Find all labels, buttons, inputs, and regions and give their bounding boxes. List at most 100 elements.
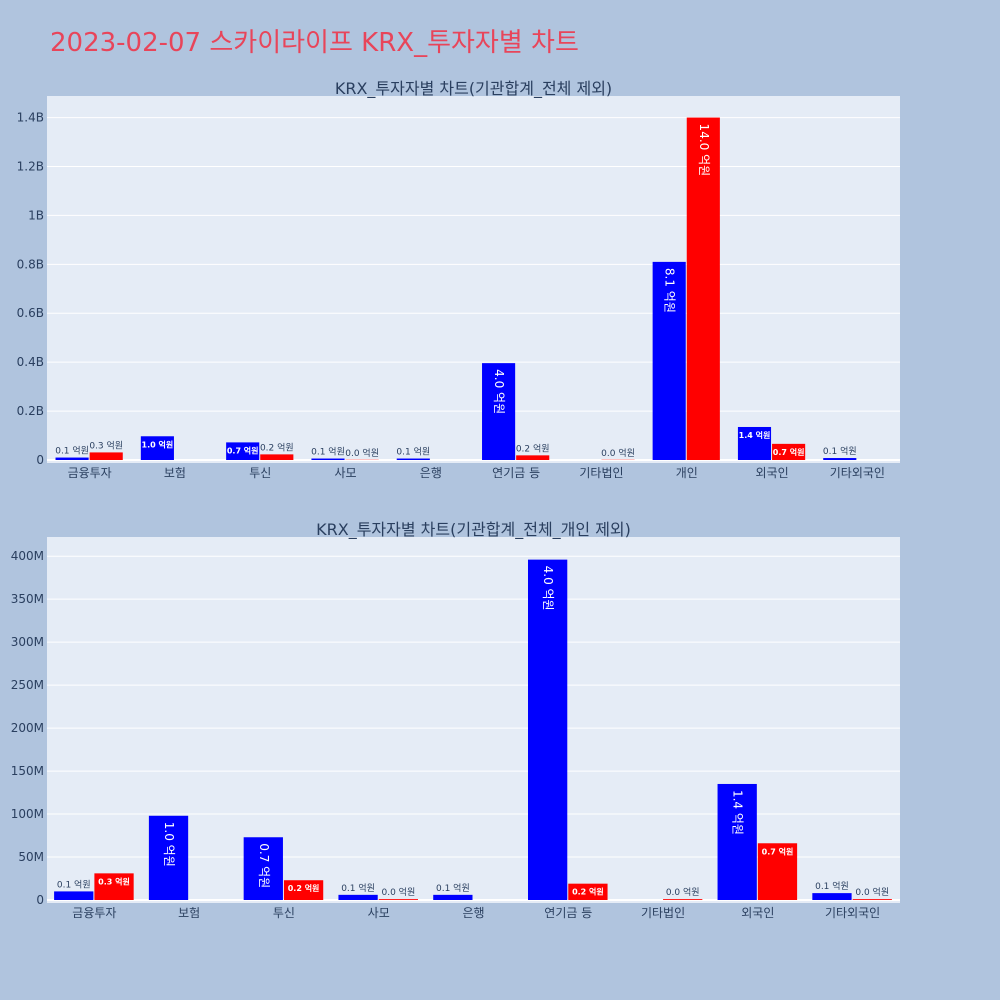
sell-bar <box>378 899 419 900</box>
x-tick-label: 기타외국인 <box>825 906 880 920</box>
bar-value-label: 0.2 억원 <box>572 887 604 897</box>
bar-value-label: 0.2 억원 <box>516 442 550 454</box>
bar-value-label: 0.7 억원 <box>257 843 271 888</box>
sell-bar <box>89 452 123 460</box>
buy-bar <box>737 426 772 460</box>
y-tick-label: 350M <box>11 592 44 606</box>
buy-bar <box>148 815 189 900</box>
sell-bar <box>686 117 720 460</box>
bar-value-label: 1.0 억원 <box>142 439 174 449</box>
y-tick-label: 200M <box>11 721 44 735</box>
buy-bar <box>433 894 473 900</box>
x-tick-label: 개인 <box>676 466 698 480</box>
bar-value-label: 4.0 억원 <box>541 566 555 611</box>
x-tick-label: 사모 <box>335 466 357 480</box>
buy-bar <box>243 837 283 900</box>
bar-value-label: 0.7 억원 <box>227 445 259 455</box>
bar-value-label: 0.0 억원 <box>666 886 700 898</box>
buy-bar <box>226 442 260 460</box>
x-tick-label: 연기금 등 <box>492 466 540 480</box>
buy-bar <box>652 261 686 460</box>
bar-value-label: 0.1 억원 <box>311 446 345 458</box>
buy-bar <box>54 891 94 900</box>
y-tick-label: 1.4B <box>17 111 44 125</box>
y-tick-label: 300M <box>11 635 44 649</box>
x-tick-label: 보험 <box>178 906 200 920</box>
x-tick-label: 외국인 <box>755 466 788 480</box>
bar-value-label: 4.0 억원 <box>492 369 506 414</box>
buy-bar <box>140 436 174 460</box>
sell-bar <box>94 873 134 900</box>
buy-bar <box>55 457 89 460</box>
plot-area <box>47 537 900 903</box>
x-tick-label: 보험 <box>164 466 186 480</box>
sell-bar <box>757 843 798 900</box>
y-tick-label: 0 <box>36 893 44 907</box>
bar-value-label: 0.0 억원 <box>601 447 635 459</box>
x-tick-label: 투신 <box>249 466 271 480</box>
y-tick-label: 50M <box>18 850 44 864</box>
bar-value-label: 0.0 억원 <box>381 886 415 898</box>
bar-value-label: 0.3 억원 <box>89 439 123 451</box>
bar-value-label: 0.2 억원 <box>288 883 320 893</box>
sell-bar <box>772 443 806 460</box>
x-tick-label: 사모 <box>368 906 390 920</box>
sell-bar <box>663 899 703 900</box>
bar-value-label: 0.0 억원 <box>345 447 379 459</box>
y-tick-label: 0.6B <box>17 306 44 320</box>
buy-bar <box>311 458 345 460</box>
buy-bar <box>527 559 568 900</box>
x-tick-label: 외국인 <box>741 906 774 920</box>
y-tick-label: 0.8B <box>17 257 44 271</box>
bar-value-label: 0.7 억원 <box>762 846 794 856</box>
x-tick-label: 금융투자 <box>72 906 116 920</box>
x-tick-label: 기타법인 <box>641 906 685 920</box>
y-tick-label: 0.2B <box>17 404 44 418</box>
bar-value-label: 0.1 억원 <box>57 878 91 890</box>
y-tick-label: 400M <box>11 549 44 563</box>
x-tick-label: 기타법인 <box>579 466 623 480</box>
bar-value-label: 0.1 억원 <box>396 446 430 458</box>
bar-value-label: 0.1 억원 <box>436 882 470 894</box>
x-tick-label: 은행 <box>462 905 484 920</box>
buy-bar <box>396 458 430 460</box>
sell-bar <box>568 883 608 900</box>
buy-bar <box>482 363 516 460</box>
bar-value-label: 8.1 억원 <box>663 268 677 313</box>
bar-value-label: 0.1 억원 <box>815 880 849 892</box>
chart-title: KRX_투자자별 차트(기관합계_전체_개인 제외) <box>316 520 631 540</box>
x-tick-label: 투신 <box>273 906 295 920</box>
y-tick-label: 0.4B <box>17 355 44 369</box>
y-tick-label: 100M <box>11 807 44 821</box>
sell-bar <box>852 899 892 900</box>
bar-value-label: 0.3 억원 <box>98 876 130 886</box>
chart-2: KRX_투자자별 차트(기관합계_전체_개인 제외) 0 50M 100M 150M 20… <box>11 520 900 920</box>
buy-bar <box>812 893 852 900</box>
buy-bar <box>717 783 757 900</box>
bar-value-label: 1.0 억원 <box>162 822 176 867</box>
bar-value-label: 1.4 억원 <box>739 430 771 440</box>
bar-value-label: 0.2 억원 <box>260 441 294 453</box>
y-tick-label: 150M <box>11 764 44 778</box>
y-tick-label: 1B <box>28 208 44 222</box>
sell-bar <box>283 880 324 900</box>
sell-bar <box>260 454 294 460</box>
chart-title: KRX_투자자별 차트(기관합계_전체 제외) <box>335 79 612 99</box>
buy-bar <box>823 458 857 460</box>
bar-value-label: 0.1 억원 <box>823 445 857 457</box>
plot-area <box>47 96 900 463</box>
x-tick-label: 연기금 등 <box>544 906 592 920</box>
bar-value-label: 0.0 억원 <box>855 886 889 898</box>
bar-value-label: 0.1 억원 <box>341 882 375 894</box>
y-tick-label: 1.2B <box>17 159 44 173</box>
y-tick-label: 0 <box>36 453 44 467</box>
buy-bar <box>338 894 378 900</box>
bar-value-label: 14.0 억원 <box>697 124 711 177</box>
sell-bar <box>516 455 550 460</box>
chart-1: KRX_투자자별 차트(기관합계_전체 제외) 0 0.2B 0.4B 0.6B 0.8B… <box>17 79 900 480</box>
x-tick-label: 금융투자 <box>68 466 112 480</box>
x-tick-label: 은행 <box>420 465 442 480</box>
bar-value-label: 1.4 억원 <box>731 790 745 835</box>
bar-value-label: 0.1 억원 <box>55 445 89 457</box>
